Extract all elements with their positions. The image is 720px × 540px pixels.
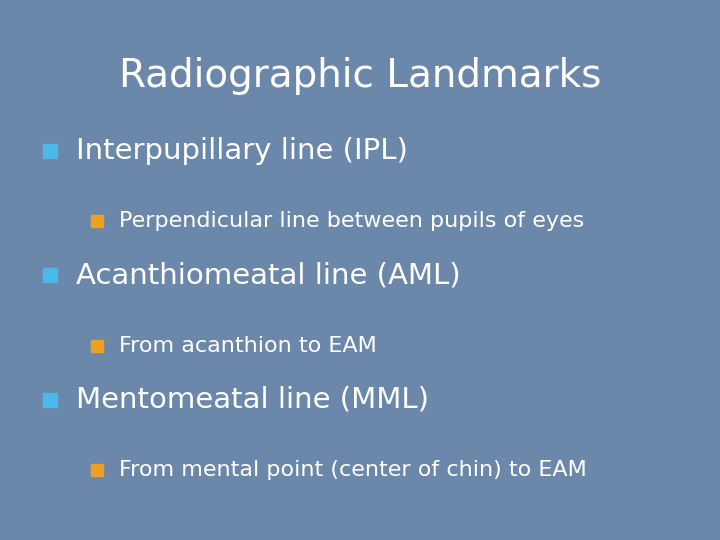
Text: Interpupillary line (IPL): Interpupillary line (IPL): [76, 137, 408, 165]
Text: Mentomeatal line (MML): Mentomeatal line (MML): [76, 386, 428, 414]
Text: Radiographic Landmarks: Radiographic Landmarks: [119, 57, 601, 94]
Text: Acanthiomeatal line (AML): Acanthiomeatal line (AML): [76, 261, 460, 289]
Text: From acanthion to EAM: From acanthion to EAM: [119, 335, 377, 356]
Text: From mental point (center of chin) to EAM: From mental point (center of chin) to EA…: [119, 460, 587, 480]
Text: Perpendicular line between pupils of eyes: Perpendicular line between pupils of eye…: [119, 211, 584, 232]
